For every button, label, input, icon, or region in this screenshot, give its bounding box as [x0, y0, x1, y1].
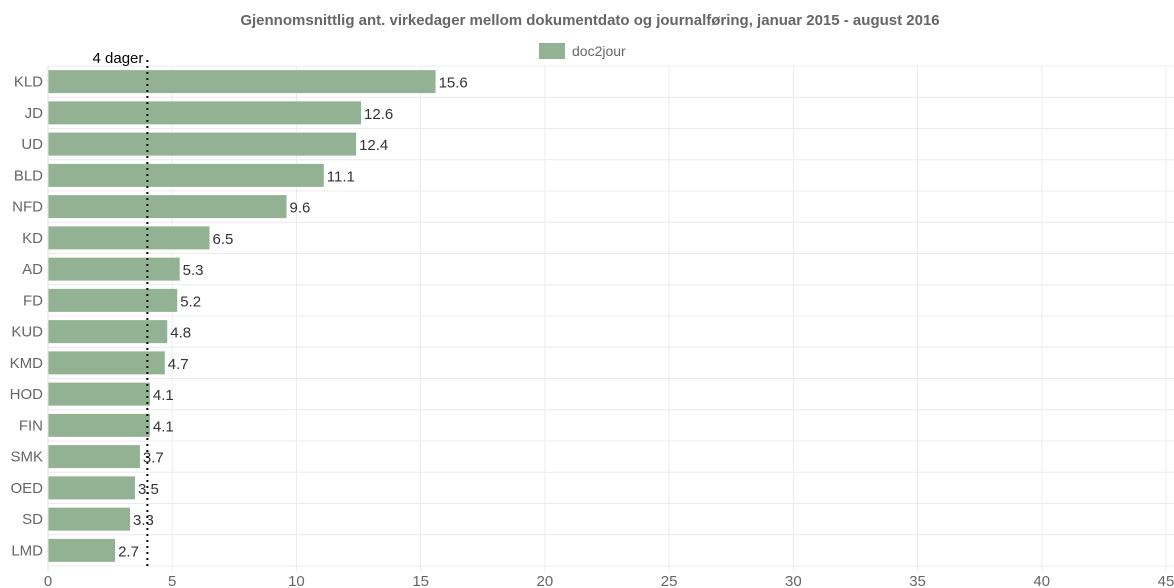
data-label: 5.3: [183, 262, 204, 279]
x-tick-label: 15: [412, 573, 429, 588]
data-label: 9.6: [290, 200, 311, 217]
category-label: LMD: [11, 542, 43, 559]
bar-nfd: [48, 195, 287, 219]
bar-bld: [48, 163, 324, 187]
x-tick-label: 10: [288, 573, 305, 588]
x-tick-label: 5: [168, 573, 176, 588]
category-label: JD: [25, 105, 44, 122]
bar-sd: [48, 507, 130, 531]
data-label: 2.7: [118, 543, 139, 560]
bar-fd: [48, 288, 178, 312]
x-tick-label: 0: [44, 573, 52, 588]
bar-smk: [48, 445, 140, 469]
axes: KLD JD UD BLD NFD KD AD FD KUD KMD HOD FIN SMK OED SD L…: [10, 66, 1174, 588]
bar-kld: [48, 70, 436, 94]
category-label: KLD: [14, 74, 43, 91]
bar-ud: [48, 132, 357, 156]
x-tick-label: 20: [537, 573, 554, 588]
bar-kmd: [48, 351, 165, 375]
category-label: KD: [22, 230, 43, 247]
category-label: KMD: [10, 355, 44, 372]
x-tick-label: 30: [785, 573, 802, 588]
chart-title: Gjennomsnittlig ant. virkedager mellom d…: [240, 12, 940, 29]
data-label: 5.2: [180, 293, 201, 310]
x-tick-label: 35: [909, 573, 926, 588]
category-label: NFD: [12, 199, 43, 216]
category-label: FIN: [19, 417, 43, 434]
chart-legend[interactable]: doc2jour: [539, 43, 626, 59]
x-tick-label: 45: [1158, 573, 1174, 588]
category-label: AD: [22, 261, 43, 278]
category-label: BLD: [14, 167, 43, 184]
bar-kud: [48, 320, 168, 344]
reference-line-label: 4 dager: [93, 50, 144, 67]
data-label: 15.6: [439, 75, 468, 92]
data-label: 4.1: [153, 387, 174, 404]
data-label: 4.7: [168, 356, 189, 373]
category-label: OED: [10, 480, 43, 497]
bar-oed: [48, 476, 135, 500]
reference-line-group: 4 dager: [93, 50, 149, 566]
data-label: 4.8: [170, 325, 191, 342]
bars: 15.6 12.6 12.411.1 9.6 6.5 5.3 5.2 4.8 4.7 4.1 4.1…: [48, 70, 468, 562]
data-label: 4.1: [153, 418, 174, 435]
category-label: SMK: [10, 449, 43, 466]
data-label: 3.3: [133, 512, 154, 529]
bar-fin: [48, 413, 150, 437]
category-label: KUD: [11, 324, 43, 341]
category-label: SD: [22, 511, 43, 528]
bar-ad: [48, 257, 180, 281]
data-label: 12.6: [364, 106, 393, 123]
bar-lmd: [48, 538, 116, 562]
category-label: UD: [21, 136, 43, 153]
data-label: 3.5: [138, 481, 159, 498]
bar-hod: [48, 382, 150, 406]
data-label: 12.4: [359, 137, 388, 154]
bar-kd: [48, 226, 210, 250]
x-tick-label: 25: [661, 573, 678, 588]
data-label: 6.5: [212, 231, 233, 248]
category-label: FD: [23, 292, 43, 309]
legend-swatch: [539, 43, 565, 59]
bar-jd: [48, 101, 362, 125]
legend-label: doc2jour: [572, 43, 626, 59]
data-label: 11.1: [327, 168, 355, 185]
x-tick-label: 40: [1033, 573, 1050, 588]
data-label: 3.7: [143, 450, 164, 467]
category-label: HOD: [10, 386, 44, 403]
